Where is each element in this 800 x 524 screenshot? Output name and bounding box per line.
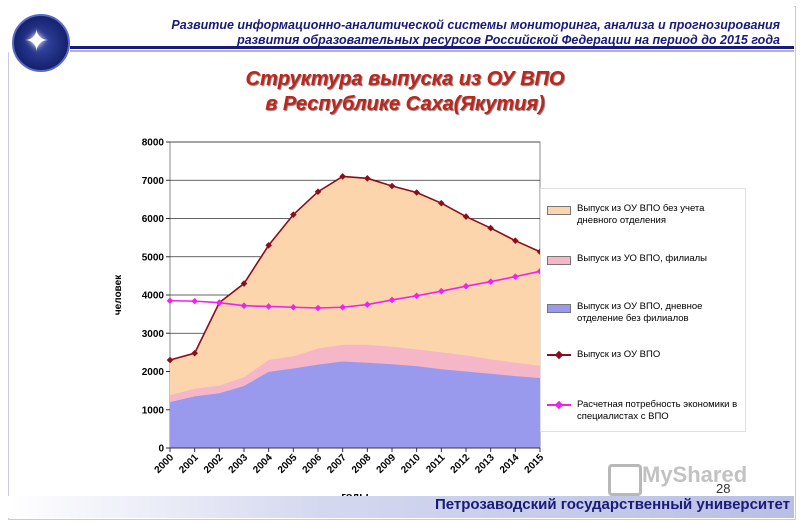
legend-swatch-branches: [547, 256, 571, 265]
area-series: [170, 176, 540, 449]
data-point-s3-8: [364, 175, 371, 182]
x-tick-label-15: 2015: [523, 452, 547, 476]
x-tick-label-9: 2009: [375, 452, 399, 476]
star-icon: ✦: [24, 24, 50, 59]
x-tick-label-4: 2004: [251, 452, 275, 476]
legend-label-need: Расчетная потребность экономики в специа…: [577, 399, 738, 422]
y-tick-label-1: 1000: [142, 405, 165, 416]
x-tick-label-10: 2010: [399, 452, 423, 476]
data-point-s4-5: [290, 303, 297, 311]
university-logo: ✦: [12, 14, 70, 72]
line-series: [166, 173, 544, 364]
y-tick-label-6: 6000: [142, 214, 165, 225]
x-tick-label-1: 2001: [177, 452, 201, 476]
diamond-marker-icon: [554, 400, 564, 410]
x-tick-label-8: 2008: [350, 452, 374, 476]
data-point-s3-9: [388, 182, 396, 190]
data-point-s4-0: [166, 297, 174, 305]
data-point-s4-4: [265, 303, 272, 310]
data-point-s4-12: [462, 282, 470, 290]
data-point-s3-4: [265, 241, 272, 249]
y-tick-label-4: 4000: [142, 291, 165, 302]
legend-label-branches: Выпуск из УО ВПО, филиалы: [577, 253, 708, 264]
x-tick-label-7: 2007: [325, 452, 349, 476]
data-point-s4-9: [388, 296, 396, 304]
x-tick-label-14: 2014: [498, 452, 522, 476]
legend-label-total-no-day: Выпуск из ОУ ВПО без учета дневного отде…: [577, 203, 705, 226]
footer-university: Петрозаводский государственный университ…: [434, 496, 790, 513]
data-point-s3-14: [512, 237, 519, 244]
header-divider: [70, 46, 794, 49]
x-tick-label-0: 2000: [153, 452, 177, 476]
data-point-s4-6: [314, 304, 322, 312]
data-point-s4-7: [339, 303, 346, 311]
page-number: 28: [716, 481, 731, 496]
data-point-s4-10: [413, 292, 420, 300]
y-tick-label-2: 2000: [142, 367, 165, 378]
chart-legend: Выпуск из ОУ ВПО без учета дневного отде…: [540, 188, 746, 432]
header-line-1: Развитие информационно-аналитической сис…: [171, 18, 780, 32]
data-point-s3-3: [240, 280, 248, 287]
line-series-3: [169, 175, 541, 361]
data-point-s3-0: [166, 356, 174, 364]
legend-label-total: Выпуск из ОУ ВПО: [577, 349, 661, 360]
data-point-s4-14: [512, 273, 519, 280]
data-point-s3-13: [487, 224, 494, 232]
data-point-s3-12: [462, 213, 470, 220]
legend-label-day: Выпуск из ОУ ВПО, дневное отделение без …: [577, 301, 703, 324]
footer-bar: [8, 496, 794, 518]
y-tick-label-0: 0: [158, 444, 164, 455]
x-tick-label-2: 2002: [202, 452, 226, 476]
data-point-s3-1: [191, 349, 198, 357]
y-tick-label-8: 8000: [142, 138, 165, 149]
y-axis-label: человек: [113, 274, 124, 315]
data-point-s3-6: [314, 188, 322, 196]
x-tick-label-12: 2012: [449, 452, 473, 476]
header-line-2: развития образовательных ресурсов Россий…: [237, 33, 780, 47]
slide-title-line-1: Структура выпуска из ОУ ВПО: [245, 68, 565, 90]
x-tick-label-6: 2006: [301, 452, 325, 476]
y-tick-label-5: 5000: [142, 252, 165, 263]
x-tick-label-11: 2011: [424, 452, 447, 475]
x-axis: 2000 2001 2002 2003 2004 2005 2006 2007 2008 2009…: [153, 447, 547, 476]
data-point-s4-8: [364, 301, 371, 308]
data-point-s3-10: [413, 189, 420, 196]
data-point-s4-2: [216, 299, 223, 306]
area-series-2: [170, 361, 540, 448]
watermark-icon: [608, 464, 642, 496]
legend-swatch-total-no-day: [547, 206, 571, 215]
y-tick-label-7: 7000: [142, 176, 165, 187]
data-point-s3-7: [339, 173, 346, 180]
line-series-4: [169, 270, 541, 309]
y-axis: 0 1000 2000 3000 4000 5000 6000 7000 8000: [142, 138, 170, 455]
legend-swatch-day: [547, 304, 571, 313]
data-point-s3-5: [290, 211, 297, 218]
data-point-s4-3: [240, 302, 248, 310]
slide-title-line-2: в Республике Саха(Якутия): [265, 93, 545, 115]
header-divider-light: [70, 50, 794, 52]
slide-header: Развитие информационно-аналитической сис…: [8, 6, 794, 52]
data-point-s4-13: [487, 278, 494, 285]
x-tick-label-3: 2003: [227, 452, 251, 476]
watermark-text: MyShared: [642, 462, 748, 487]
x-tick-label-13: 2013: [473, 452, 497, 476]
data-point-s4-11: [438, 287, 445, 295]
data-point-s4-1: [191, 297, 198, 305]
y-tick-label-3: 3000: [142, 329, 165, 340]
data-point-s3-11: [438, 199, 445, 207]
diamond-marker-icon: [554, 350, 564, 360]
x-tick-label-5: 2005: [276, 452, 300, 476]
